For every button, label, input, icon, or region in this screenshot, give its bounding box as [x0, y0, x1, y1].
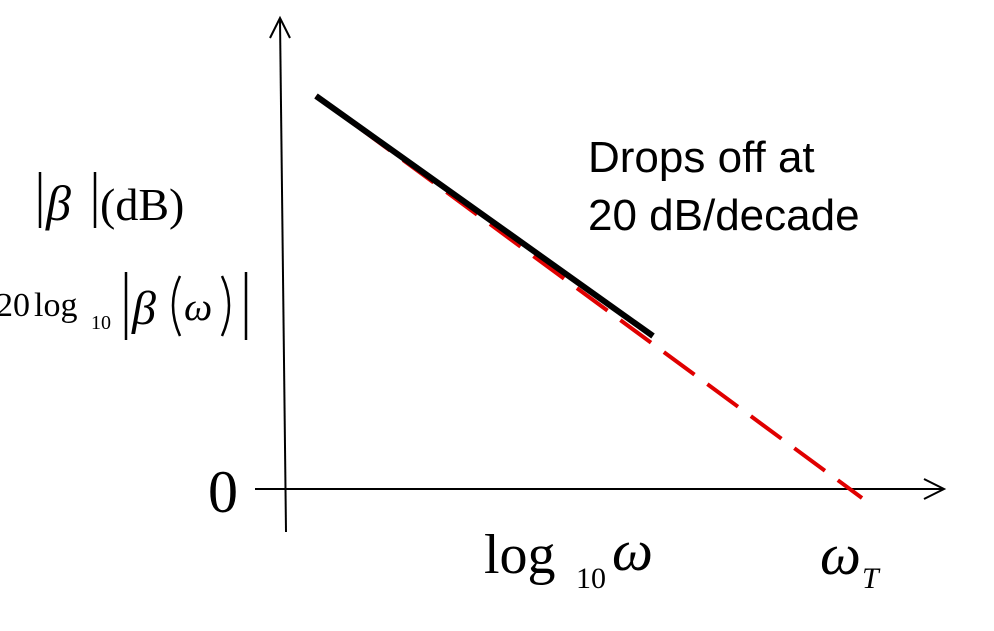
annotation-line-1: Drops off at — [588, 133, 815, 182]
formula-omega: ω — [184, 284, 212, 329]
y-label-unit: (dB) — [100, 179, 184, 230]
omega-t-label: ω T — [820, 522, 881, 595]
y-axis-label-formula: 20 log 10 β ω — [0, 272, 248, 340]
y-axis-label-db: β (dB) — [38, 172, 184, 231]
formula-paren-left — [171, 275, 182, 337]
annotation-line-2: 20 dB/decade — [588, 191, 860, 240]
y-label-beta: β — [45, 175, 71, 231]
formula-prefix: 20 — [0, 287, 30, 324]
formula-log-subscript: 10 — [91, 312, 111, 334]
x-axis-arrowhead — [923, 478, 947, 500]
omega-t-omega: ω — [820, 522, 861, 587]
x-axis-label: log 10 ω — [484, 518, 653, 595]
slope-annotation: Drops off at 20 dB/decade — [588, 133, 860, 240]
formula-paren-right — [220, 275, 231, 337]
x-label-log: log — [484, 524, 556, 586]
formula-log: log — [34, 287, 77, 324]
x-label-omega: ω — [612, 518, 653, 583]
axes — [255, 15, 947, 533]
y-axis — [279, 19, 287, 533]
formula-beta: β — [131, 282, 156, 335]
y-axis-arrowhead — [269, 15, 291, 39]
solid-response-line — [314, 93, 655, 339]
omega-t-subscript: T — [862, 562, 881, 595]
zero-label: 0 — [208, 459, 238, 525]
x-label-subscript: 10 — [576, 562, 606, 595]
